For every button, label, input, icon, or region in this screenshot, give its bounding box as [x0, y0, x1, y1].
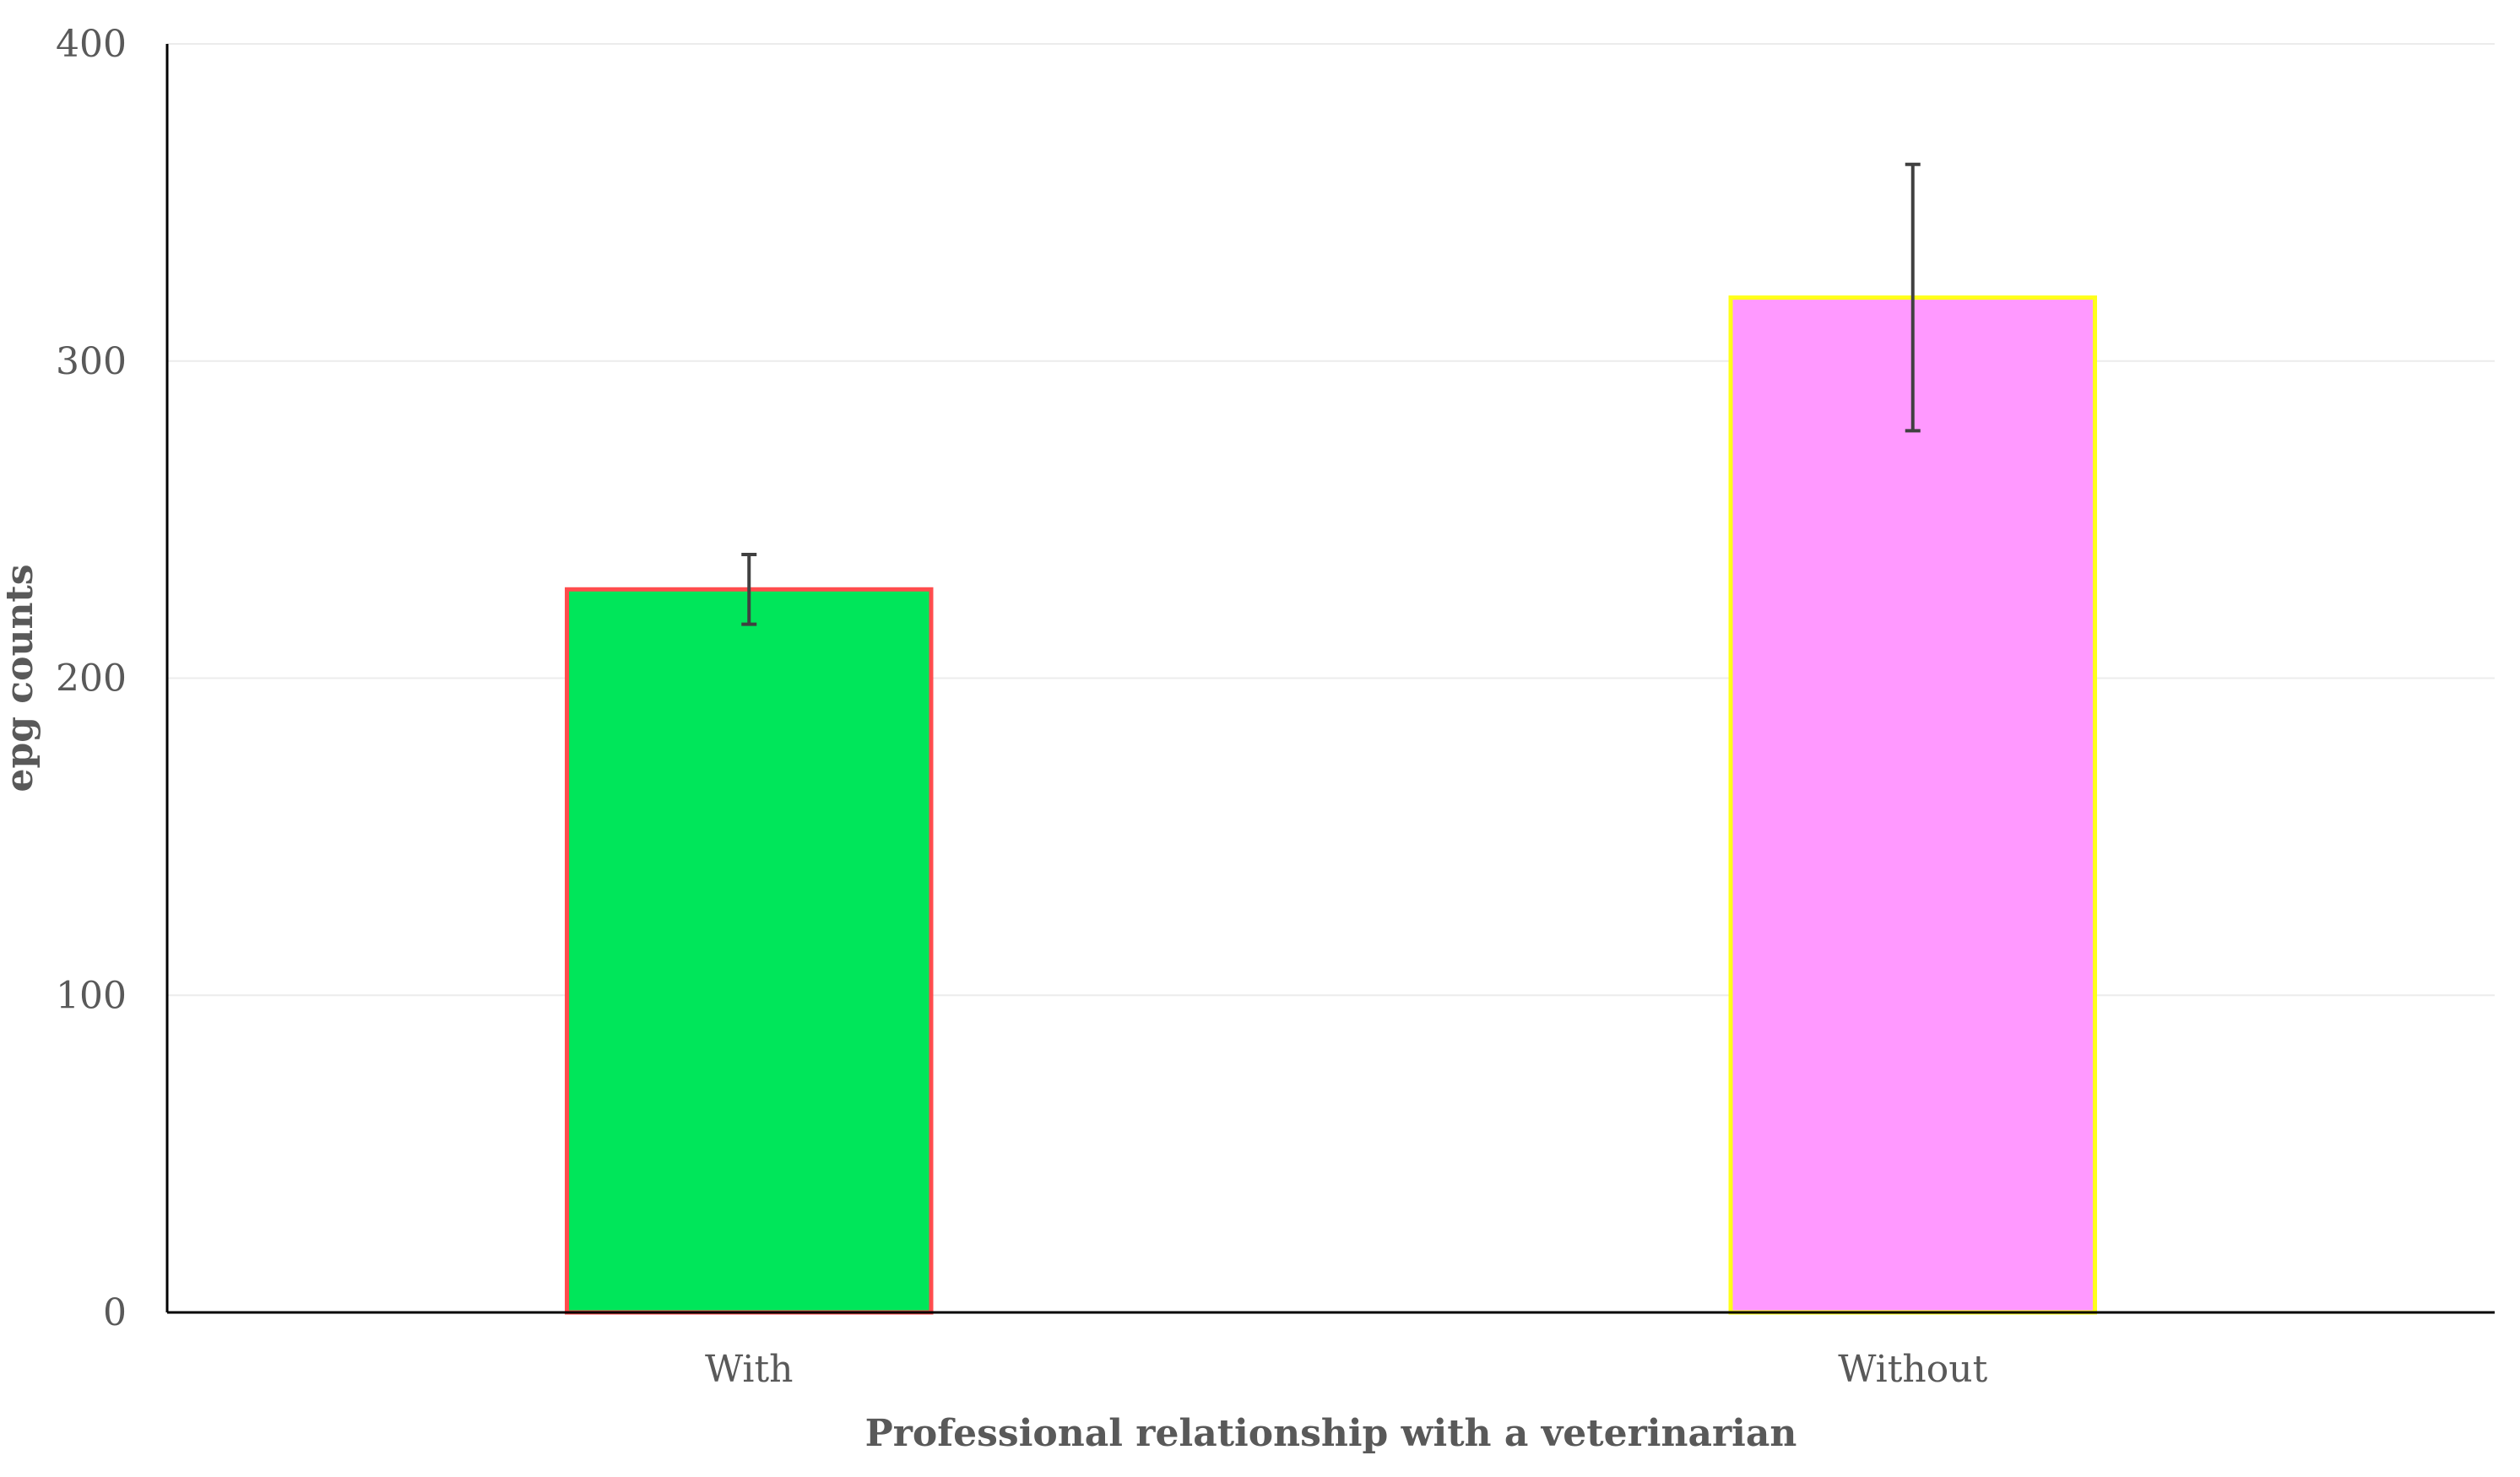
x-axis-title: Professional relationship with a veterin… [865, 1412, 1797, 1455]
y-axis-title: epg counts [0, 564, 41, 792]
error-bars [741, 162, 1921, 626]
axes [165, 44, 2495, 1314]
x-tick-labels: With Without [705, 1348, 1988, 1391]
x-tick-label-without: Without [1838, 1348, 1987, 1391]
y-tick-label-200: 200 [56, 657, 127, 701]
y-tick-label-0: 0 [103, 1291, 127, 1334]
bars [565, 295, 2097, 1315]
bar-without [1728, 295, 2097, 1315]
y-tick-label-300: 300 [56, 340, 127, 383]
error-bar-without [1905, 162, 1921, 433]
y-tick-label-100: 100 [56, 974, 127, 1017]
error-bar-with [741, 552, 757, 626]
y-tick-labels: 0 100 200 300 400 [56, 23, 127, 1334]
gridlines [167, 43, 2495, 997]
y-tick-label-400: 400 [56, 23, 127, 66]
bar-with [565, 587, 934, 1315]
x-tick-label-with: With [705, 1348, 794, 1391]
